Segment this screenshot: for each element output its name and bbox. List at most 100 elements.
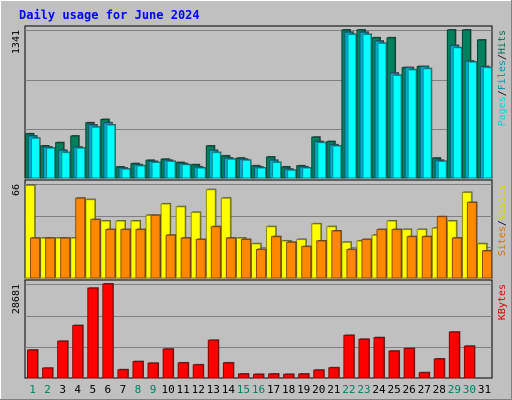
bar [241, 159, 252, 179]
bar [136, 164, 146, 179]
x-tick-label: 4 [74, 383, 81, 396]
bar [298, 373, 310, 379]
legend-sites: Sites [497, 226, 508, 256]
bar [225, 237, 237, 279]
x-tick-label: 5 [89, 383, 96, 396]
bar [192, 363, 205, 379]
series-sites [30, 197, 493, 279]
x-tick-label: 28 [433, 383, 446, 396]
bar [105, 228, 116, 279]
bar [180, 237, 192, 279]
x-tick-label: 21 [327, 383, 340, 396]
bar [286, 241, 297, 279]
bar [437, 160, 448, 179]
bar [362, 33, 372, 179]
bar [90, 218, 101, 279]
bar [256, 248, 267, 279]
bar [331, 230, 342, 279]
x-tick-label: 6 [105, 383, 112, 396]
x-axis-day-labels: 1 2 3 4 5 6 7 8 9 10 11 12 13 14 15 16 17 18 19 20 21 22 23 24 2… [29, 383, 491, 396]
bar [328, 366, 340, 379]
legend-visits: Visits [497, 184, 508, 220]
bar [30, 237, 41, 279]
bar [181, 163, 192, 179]
legend-hits: Hits [497, 30, 508, 54]
bar [421, 235, 433, 279]
legend-files: Files [497, 60, 508, 90]
x-tick-label: 9 [150, 383, 157, 396]
bar [195, 238, 207, 279]
bar [196, 167, 207, 179]
bar [211, 151, 222, 179]
bar [162, 348, 175, 379]
bar [361, 238, 372, 279]
panel-2: 66 Sites/Visits [11, 179, 508, 279]
bar [482, 66, 493, 179]
panel-2-axis-label: Sites/Visits [497, 184, 508, 256]
bar [57, 340, 69, 379]
bar [392, 74, 403, 179]
bar [271, 235, 282, 279]
bar [151, 161, 162, 179]
x-tick-label: 29 [448, 383, 461, 396]
x-tick-label: 19 [297, 383, 310, 396]
bar [121, 168, 131, 179]
bar [177, 361, 190, 379]
bar [87, 287, 99, 379]
bar [106, 124, 116, 179]
bar [210, 225, 222, 279]
series-kbytes [27, 283, 476, 379]
panel-3: 28681 KBytes [11, 279, 508, 379]
x-tick-label: 23 [357, 383, 370, 396]
bar [60, 237, 71, 279]
bar [147, 362, 160, 379]
x-tick-label: 25 [387, 383, 400, 396]
bar [150, 214, 162, 279]
x-tick-label: 12 [192, 383, 205, 396]
bar [165, 234, 177, 279]
x-tick-label: 8 [135, 383, 142, 396]
bar [317, 141, 327, 179]
panel-2-ymax-label: 66 [11, 184, 22, 196]
x-tick-label: 14 [222, 383, 236, 396]
bar [222, 361, 235, 379]
bar [27, 349, 39, 379]
bar [407, 68, 418, 179]
panel-1-ymax-label: 1341 [11, 30, 22, 54]
x-tick-label: 24 [372, 383, 386, 396]
bar [91, 126, 101, 179]
legend-kbytes: KBytes [497, 284, 508, 320]
x-tick-label: 3 [59, 383, 66, 396]
panel-1-axis-label: Pages/Files/Hits [497, 30, 508, 126]
bar [466, 201, 478, 279]
bar [376, 228, 388, 279]
bar [388, 350, 401, 379]
bar [253, 373, 265, 379]
x-tick-label: 20 [312, 383, 325, 396]
axis-label-separator: / [497, 90, 508, 96]
bar [467, 61, 478, 179]
x-tick-label: 16 [252, 383, 265, 396]
x-tick-label: 7 [120, 383, 127, 396]
bar [422, 67, 433, 179]
bar [346, 248, 357, 279]
bar [481, 249, 493, 279]
bar [102, 283, 114, 379]
x-tick-label: 27 [418, 383, 431, 396]
bar [316, 239, 327, 279]
bar [166, 160, 177, 179]
x-tick-label: 10 [161, 383, 174, 396]
bar [268, 373, 280, 379]
x-tick-label: 11 [177, 383, 190, 396]
bar [343, 334, 355, 379]
x-tick-label: 26 [403, 383, 416, 396]
bar [72, 324, 84, 379]
bar [135, 228, 146, 279]
bar [46, 147, 56, 179]
x-tick-label: 18 [282, 383, 295, 396]
bar [463, 345, 476, 379]
panel-3-ymax-label: 28681 [11, 284, 22, 314]
bar [418, 371, 431, 379]
